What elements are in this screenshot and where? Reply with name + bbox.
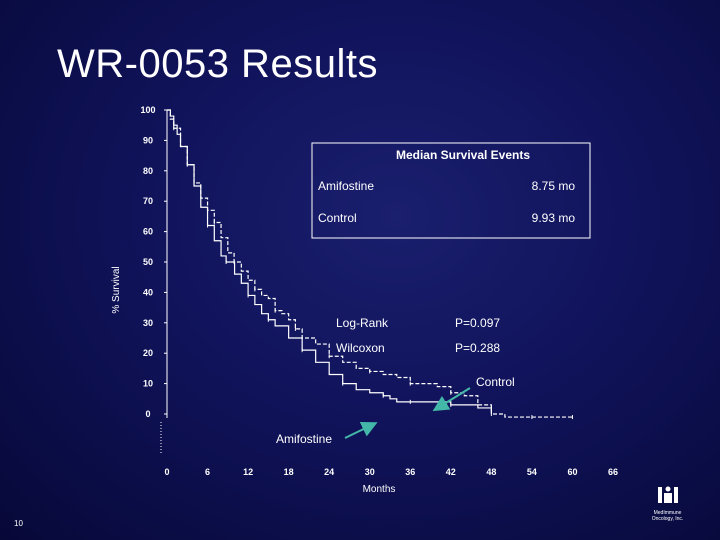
x-tick-label: 18 bbox=[284, 467, 294, 477]
y-tick-label: 50 bbox=[143, 257, 153, 267]
x-tick-label: 54 bbox=[527, 467, 537, 477]
median-row-value: 9.93 mo bbox=[532, 211, 576, 225]
slide-title: WR-0053 Results bbox=[57, 42, 378, 86]
stat-label: Wilcoxon bbox=[336, 341, 385, 355]
median-survival-header: Median Survival Events bbox=[396, 148, 530, 162]
y-tick-label: 0 bbox=[145, 409, 150, 419]
logo-text-line1: MedImmune bbox=[653, 510, 682, 516]
y-axis-title: % Survival bbox=[111, 266, 122, 313]
x-tick-label: 60 bbox=[567, 467, 577, 477]
median-row-value: 8.75 mo bbox=[532, 179, 576, 193]
x-tick-label: 30 bbox=[365, 467, 375, 477]
logo-text: MedImmune Oncology, Inc. bbox=[645, 510, 690, 522]
x-tick-label: 42 bbox=[446, 467, 456, 477]
stat-value: P=0.288 bbox=[455, 341, 500, 355]
median-survival-box bbox=[311, 142, 591, 239]
median-row-label: Amifostine bbox=[318, 179, 374, 193]
y-tick-label: 60 bbox=[143, 227, 153, 237]
amifostine-callout-arrow bbox=[344, 422, 378, 439]
control-callout-label: Control bbox=[476, 375, 515, 389]
x-tick-label: 66 bbox=[608, 467, 618, 477]
y-tick-label: 80 bbox=[143, 166, 153, 176]
x-tick-label: 36 bbox=[405, 467, 415, 477]
series-line-control bbox=[167, 109, 573, 418]
stat-label: Log-Rank bbox=[336, 316, 389, 330]
x-tick-label: 0 bbox=[164, 467, 169, 477]
y-tick-label: 70 bbox=[143, 196, 153, 206]
logo-text-line2: Oncology, Inc. bbox=[651, 516, 684, 522]
control-callout-arrow bbox=[432, 387, 471, 412]
y-tick-label: 30 bbox=[143, 318, 153, 328]
y-tick-label: 90 bbox=[143, 135, 153, 145]
x-tick-label: 48 bbox=[486, 467, 496, 477]
logo-icon bbox=[657, 486, 678, 503]
stat-value: P=0.097 bbox=[455, 316, 500, 330]
x-tick-label: 12 bbox=[243, 467, 253, 477]
y-tick-label: 100 bbox=[140, 105, 155, 115]
x-tick-label: 6 bbox=[205, 467, 210, 477]
y-tick-label: 40 bbox=[143, 287, 153, 297]
median-row-label: Control bbox=[318, 211, 357, 225]
y-tick-label: 10 bbox=[143, 379, 153, 389]
y-tick-label: 20 bbox=[143, 348, 153, 358]
amifostine-callout-label: Amifostine bbox=[276, 432, 332, 446]
x-tick-label: 24 bbox=[324, 467, 334, 477]
page-number: 10 bbox=[14, 519, 23, 528]
company-logo: MedImmune Oncology, Inc. bbox=[645, 485, 690, 522]
x-axis-title: Months bbox=[363, 484, 396, 495]
